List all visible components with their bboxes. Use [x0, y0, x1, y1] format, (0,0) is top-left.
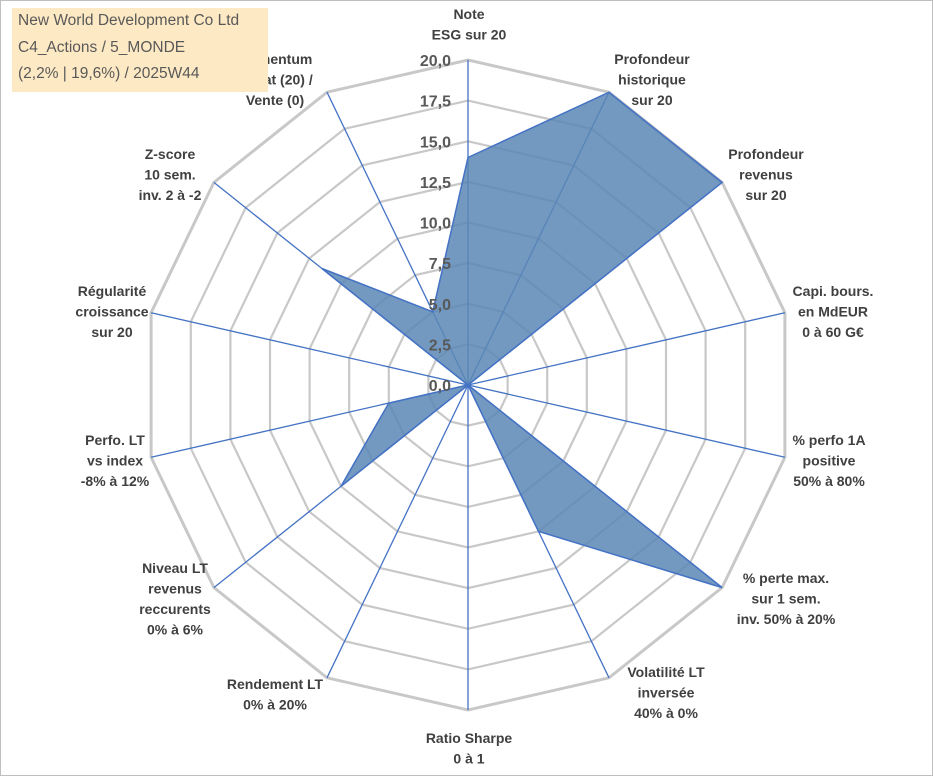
axis-label-7-line-0: Ratio Sharpe [426, 730, 513, 746]
axis-label-1: Profondeur historique sur 20 [614, 51, 690, 108]
axis-label-10-line-1: vs index [87, 453, 143, 469]
axis-label-2-line-2: sur 20 [745, 187, 786, 203]
axis-label-10-line-0: Perfo. LT [85, 432, 145, 448]
axis-label-3: Capi. bours. en MdEUR 0 à 60 G€ [793, 283, 874, 340]
axis-label-0-line-1: ESG sur 20 [432, 27, 507, 43]
tick-label-6: 15,0 [420, 134, 451, 151]
axis-label-5-line-2: inv. 50% à 20% [737, 611, 836, 627]
axis-label-11-line-2: sur 20 [91, 324, 132, 340]
axis-label-1-line-2: sur 20 [631, 92, 672, 108]
axis-label-5-line-1: sur 1 sem. [751, 591, 820, 607]
axis-label-9: Niveau LT revenus reccurents 0% à 6% [139, 560, 211, 638]
axis-label-10-line-2: -8% à 12% [81, 473, 150, 489]
category-label: C4_Actions / 5_MONDE [18, 39, 186, 56]
axis-label-6-line-0: Volatilité LT [627, 664, 705, 680]
series-area [321, 91, 724, 589]
axis-label-6-line-1: inversée [638, 685, 695, 701]
spoke-11 [150, 312, 469, 386]
spoke-3 [467, 312, 786, 386]
axis-label-8-line-0: Rendement LT [227, 676, 324, 692]
info-box: New World Development Co Ltd C4_Actions … [12, 8, 268, 92]
axis-label-0-line-0: Note [453, 6, 484, 22]
axis-label-3-line-2: 0 à 60 G€ [802, 324, 864, 340]
spoke-8 [326, 384, 469, 679]
axis-label-0: Note ESG sur 20 [432, 6, 507, 43]
axis-label-12-line-2: inv. 2 à -2 [139, 187, 202, 203]
tick-label-7: 17,5 [420, 94, 451, 111]
period-label: (2,2% | 19,6%) / 2025W44 [18, 65, 200, 82]
tick-label-8: 20,0 [420, 53, 451, 70]
axis-label-4-line-0: % perfo 1A [792, 432, 865, 448]
axis-label-9-line-0: Niveau LT [142, 560, 208, 576]
spoke-4 [467, 384, 786, 458]
axis-label-12-line-1: 10 sem. [144, 167, 195, 183]
axis-label-10: Perfo. LT vs index -8% à 12% [81, 432, 150, 489]
axis-label-7: Ratio Sharpe 0 à 1 [426, 730, 513, 767]
tick-label-2: 5,0 [429, 297, 451, 314]
axis-label-8: Rendement LT 0% à 20% [227, 676, 324, 713]
axis-label-8-line-1: 0% à 20% [243, 697, 307, 713]
axis-label-4: % perfo 1A positive 50% à 80% [792, 432, 865, 489]
company-name: New World Development Co Ltd [18, 12, 240, 29]
axis-label-4-line-2: 50% à 80% [793, 473, 865, 489]
axis-label-1-line-1: historique [618, 72, 686, 88]
axis-label-2-line-0: Profondeur [728, 146, 804, 162]
axis-label-3-line-1: en MdEUR [798, 304, 868, 320]
axis-label-6-line-2: 40% à 0% [634, 705, 698, 721]
axis-label-4-line-1: positive [803, 453, 856, 469]
axis-label-11-line-1: croissance [75, 304, 148, 320]
tick-layer: 0,0 2,5 5,0 7,5 10,0 12,5 15,0 17,5 20,0 [420, 53, 451, 395]
axis-label-6: Volatilité LT inversée 40% à 0% [627, 664, 705, 721]
axis-label-2: Profondeur revenus sur 20 [728, 146, 804, 203]
axis-label-12-line-0: Z-score [145, 146, 196, 162]
series-layer [321, 91, 724, 589]
tick-label-4: 10,0 [420, 216, 451, 233]
tick-label-5: 12,5 [420, 175, 451, 192]
axis-label-11-line-0: Régularité [78, 283, 147, 299]
axis-label-3-line-0: Capi. bours. [793, 283, 874, 299]
axis-label-13-line-2: Vente (0) [246, 92, 304, 108]
axis-label-1-line-0: Profondeur [614, 51, 690, 67]
axis-label-9-line-3: 0% à 6% [147, 622, 204, 638]
axis-label-9-line-2: reccurents [139, 601, 211, 617]
axis-label-5: % perte max. sur 1 sem. inv. 50% à 20% [737, 570, 836, 627]
axis-label-2-line-1: revenus [739, 167, 793, 183]
tick-label-3: 7,5 [429, 256, 451, 273]
axis-label-7-line-1: 0 à 1 [453, 751, 484, 767]
axis-label-12: Z-score 10 sem. inv. 2 à -2 [139, 146, 202, 203]
axis-label-11: Régularité croissance sur 20 [75, 283, 148, 340]
axis-label-5-line-0: % perte max. [743, 570, 829, 586]
tick-label-1: 2,5 [429, 337, 451, 354]
axis-label-layer: Note ESG sur 20 Profondeur historique sur 20… [75, 6, 873, 767]
tick-label-0: 0,0 [429, 378, 451, 395]
axis-label-9-line-1: revenus [148, 581, 202, 597]
